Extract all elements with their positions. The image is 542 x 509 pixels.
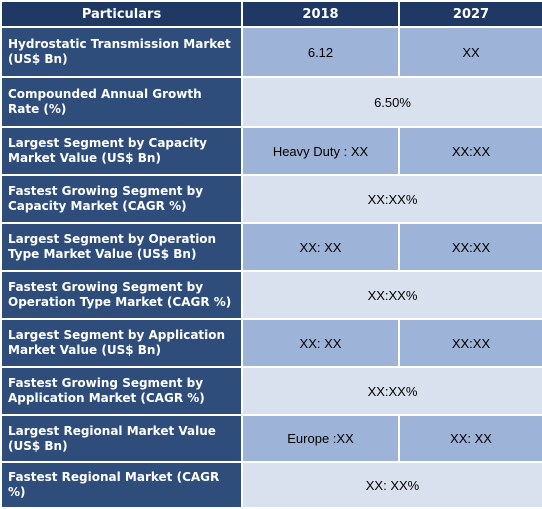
value-2018: 6.12 xyxy=(241,26,400,78)
value-2027: XX:XX xyxy=(398,126,542,176)
row-label: Largest Regional Market Value (US$ Bn) xyxy=(0,414,243,463)
table-row: Compounded Annual Growth Rate (%) 6.50% xyxy=(0,76,542,128)
row-label: Fastest Regional Market (CAGR %) xyxy=(0,461,243,509)
header-row: Particulars 2018 2027 xyxy=(0,0,542,28)
row-label: Compounded Annual Growth Rate (%) xyxy=(0,76,243,128)
value-2018: Heavy Duty : XX xyxy=(241,126,400,176)
value-merged: XX:XX% xyxy=(241,174,542,224)
value-2018: XX: XX xyxy=(241,222,400,272)
header-2018: 2018 xyxy=(241,0,400,28)
table-row: Fastest Growing Segment by Operation Typ… xyxy=(0,270,542,320)
row-label: Fastest Growing Segment by Operation Typ… xyxy=(0,270,243,320)
value-merged: XX: XX% xyxy=(241,461,542,509)
value-2018: XX: XX xyxy=(241,318,400,368)
header-particulars: Particulars xyxy=(0,0,243,28)
table-row: Largest Segment by Capacity Market Value… xyxy=(0,126,542,176)
table-row: Largest Segment by Application Market Va… xyxy=(0,318,542,368)
row-label: Fastest Growing Segment by Application M… xyxy=(0,366,243,416)
value-merged: 6.50% xyxy=(241,76,542,128)
value-2027: XX:XX xyxy=(398,222,542,272)
value-merged: XX:XX% xyxy=(241,270,542,320)
table-row: Hydrostatic Transmission Market (US$ Bn)… xyxy=(0,26,542,78)
row-label: Largest Segment by Application Market Va… xyxy=(0,318,243,368)
row-label: Largest Segment by Operation Type Market… xyxy=(0,222,243,272)
table-row: Fastest Growing Segment by Application M… xyxy=(0,366,542,416)
value-2027: XX:XX xyxy=(398,318,542,368)
row-label: Hydrostatic Transmission Market (US$ Bn) xyxy=(0,26,243,78)
header-2027: 2027 xyxy=(398,0,542,28)
table-row: Largest Segment by Operation Type Market… xyxy=(0,222,542,272)
value-2018: Europe :XX xyxy=(241,414,400,463)
row-label: Largest Segment by Capacity Market Value… xyxy=(0,126,243,176)
table-row: Fastest Growing Segment by Capacity Mark… xyxy=(0,174,542,224)
value-2027: XX: XX xyxy=(398,414,542,463)
row-label: Fastest Growing Segment by Capacity Mark… xyxy=(0,174,243,224)
value-2027: XX xyxy=(398,26,542,78)
table-row: Fastest Regional Market (CAGR %) XX: XX% xyxy=(0,461,542,509)
value-merged: XX:XX% xyxy=(241,366,542,416)
table-row: Largest Regional Market Value (US$ Bn) E… xyxy=(0,414,542,463)
